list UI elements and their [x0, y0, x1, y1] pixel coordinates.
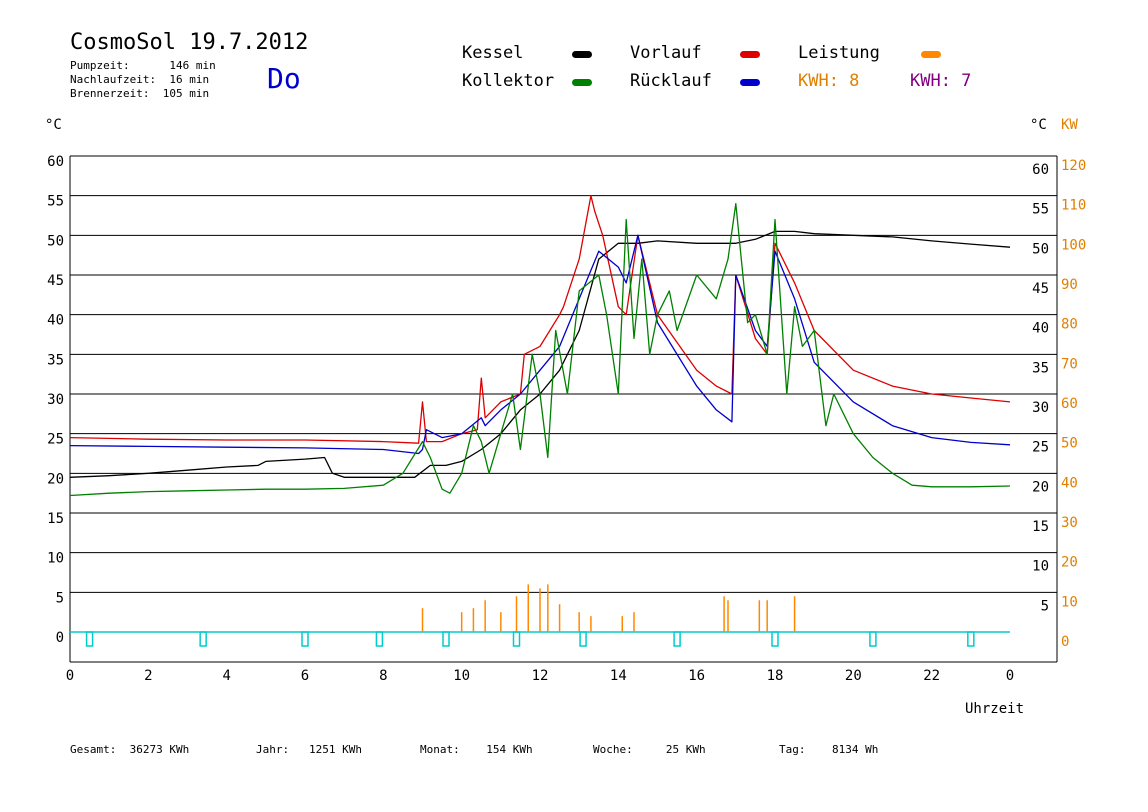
y-right-tick-label: 55	[1032, 202, 1049, 218]
y2-tick-label: 80	[1061, 317, 1078, 333]
y-tick-label: 0	[56, 630, 64, 646]
x-tick-label: 4	[222, 668, 230, 684]
y2-tick-label: 30	[1061, 515, 1078, 531]
series-line-vorlauf	[69, 195, 1011, 444]
legend-kessel-swatch	[572, 51, 592, 58]
legend-vorlauf-swatch	[740, 51, 760, 58]
y2-tick-label: 50	[1061, 436, 1078, 452]
y-right-tick-label: 5	[1041, 598, 1049, 614]
y2-tick-label: 0	[1061, 634, 1069, 650]
x-axis-label: Uhrzeit	[965, 701, 1025, 717]
y-tick-label: 35	[47, 352, 64, 368]
y-right-tick-label: 10	[1032, 559, 1049, 575]
y2-tick-label: 60	[1061, 396, 1078, 412]
y-tick-label: 20	[47, 471, 64, 487]
y-right-tick-label: 15	[1032, 519, 1049, 535]
brenner-marker	[375, 631, 384, 647]
x-tick-label: 2	[144, 668, 152, 684]
footer-monat: Monat: 154 KWh	[420, 743, 533, 756]
y2-tick-label: 20	[1061, 555, 1078, 571]
y2-tick-label: 110	[1061, 198, 1086, 214]
legend-leistung-swatch	[921, 51, 941, 58]
kwh-leistung-label: KWH: 8	[798, 71, 860, 91]
y2-tick-label: 120	[1061, 158, 1086, 174]
y-tick-label: 10	[47, 551, 64, 567]
legend-kessel-label: Kessel	[462, 43, 524, 63]
y-tick-label: 5	[56, 590, 64, 606]
y-right-tick-label: 40	[1032, 321, 1049, 337]
x-tick-label: 18	[767, 668, 784, 684]
right-axis-temp-unit: °C	[1030, 117, 1047, 133]
kwh-second-label: KWH: 7	[910, 71, 972, 91]
y2-tick-label: 70	[1061, 356, 1078, 372]
x-tick-label: 0	[1006, 668, 1014, 684]
x-tick-label: 14	[610, 668, 627, 684]
y-right-tick-label: 25	[1032, 440, 1049, 456]
left-axis-unit: °C	[45, 117, 62, 133]
legend-ruecklauf-swatch	[740, 79, 760, 86]
y-tick-label: 40	[47, 313, 64, 329]
brenner-marker	[967, 631, 975, 647]
grid-lines	[69, 155, 1058, 663]
y-right-tick-label: 35	[1032, 360, 1049, 376]
series-layer	[69, 195, 1011, 497]
footer-gesamt: Gesamt: 36273 KWh	[70, 743, 190, 756]
brenner-marker	[85, 631, 94, 647]
series-line-kollektor	[69, 202, 1011, 497]
y-right-tick-label: 30	[1032, 400, 1049, 416]
series-line-kessel	[69, 230, 1011, 478]
y2-tick-label: 90	[1061, 277, 1078, 293]
y-tick-label: 55	[47, 194, 64, 210]
series-line-rcklauf	[69, 234, 1011, 455]
pumpzeit-info: Pumpzeit: 146 min	[70, 59, 216, 72]
x-tick-label: 20	[845, 668, 862, 684]
y2-tick-label: 10	[1061, 594, 1078, 610]
brenner-marker	[579, 631, 587, 647]
x-tick-label: 6	[301, 668, 309, 684]
bars-layer	[85, 584, 975, 647]
brenner-marker	[673, 631, 681, 647]
footer-jahr: Jahr: 1251 KWh	[256, 743, 362, 756]
y-right-tick-label: 50	[1032, 241, 1049, 257]
brenner-marker	[301, 631, 309, 647]
y-tick-label: 30	[47, 392, 64, 408]
footer-tag: Tag: 8134 Wh	[779, 743, 879, 756]
x-tick-label: 8	[379, 668, 387, 684]
brenner-marker	[442, 631, 450, 647]
brenner-marker	[512, 631, 521, 647]
y2-tick-label: 100	[1061, 237, 1086, 253]
brenner-marker	[771, 631, 779, 647]
y-tick-label: 60	[47, 154, 64, 170]
footer-woche: Woche: 25 KWh	[593, 743, 706, 756]
y-tick-label: 15	[47, 511, 64, 527]
legend-ruecklauf-label: Rücklauf	[630, 71, 712, 91]
y-tick-label: 25	[47, 432, 64, 448]
brenner-marker	[869, 631, 877, 647]
y-tick-label: 50	[47, 233, 64, 249]
brenner-marker	[199, 631, 207, 647]
nachlaufzeit-info: Nachlaufzeit: 16 min	[70, 73, 210, 86]
chart-title: CosmoSol 19.7.2012	[70, 30, 309, 55]
y-right-tick-label: 20	[1032, 479, 1049, 495]
y-tick-label: 45	[47, 273, 64, 289]
brennerzeit-info: Brennerzeit: 105 min	[70, 87, 210, 100]
y-right-tick-label: 60	[1032, 162, 1049, 178]
x-tick-label: 0	[66, 668, 74, 684]
legend-leistung-label: Leistung	[798, 43, 880, 63]
x-tick-label: 16	[688, 668, 705, 684]
legend-kollektor-label: Kollektor	[462, 71, 555, 91]
legend-vorlauf-label: Vorlauf	[630, 43, 702, 63]
y-right-tick-label: 45	[1032, 281, 1049, 297]
x-tick-label: 22	[923, 668, 940, 684]
legend-kollektor-swatch	[572, 79, 592, 86]
right-axis-power-unit: KW	[1061, 117, 1078, 133]
weekday-label: Do	[267, 62, 301, 95]
x-tick-label: 10	[453, 668, 470, 684]
x-tick-label: 12	[532, 668, 549, 684]
y2-tick-label: 40	[1061, 475, 1078, 491]
